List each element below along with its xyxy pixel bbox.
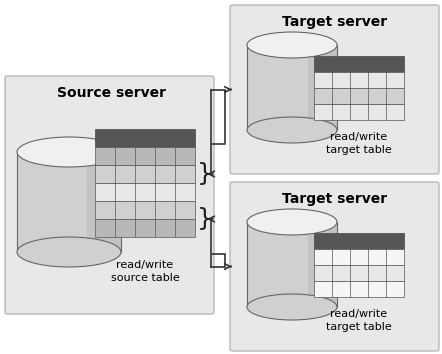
Ellipse shape	[17, 137, 121, 167]
Text: read/write
target table: read/write target table	[326, 309, 392, 332]
Text: }: }	[197, 162, 213, 186]
Bar	[314, 249, 404, 265]
Bar	[95, 201, 195, 219]
Bar	[314, 233, 404, 249]
Bar	[314, 281, 404, 297]
Bar	[314, 265, 404, 281]
Polygon shape	[247, 45, 337, 130]
FancyBboxPatch shape	[230, 5, 439, 174]
Polygon shape	[247, 222, 337, 307]
Text: }: }	[197, 207, 213, 231]
Text: read/write
target table: read/write target table	[326, 132, 392, 155]
Bar	[314, 104, 404, 120]
Ellipse shape	[17, 237, 121, 267]
Ellipse shape	[247, 117, 337, 143]
Polygon shape	[17, 152, 121, 252]
Polygon shape	[87, 152, 121, 252]
Text: Source server: Source server	[57, 86, 166, 100]
Ellipse shape	[247, 32, 337, 58]
Text: Target server: Target server	[282, 192, 387, 206]
Bar	[95, 147, 195, 165]
Bar	[314, 56, 404, 72]
Bar	[314, 72, 404, 88]
Text: Target server: Target server	[282, 15, 387, 29]
Bar	[95, 129, 195, 147]
Bar	[314, 88, 404, 104]
Bar	[95, 183, 195, 201]
FancyBboxPatch shape	[5, 76, 214, 314]
Ellipse shape	[247, 209, 337, 235]
FancyBboxPatch shape	[230, 182, 439, 351]
Bar	[95, 219, 195, 237]
Text: read/write
source table: read/write source table	[110, 260, 179, 283]
Bar	[95, 165, 195, 183]
Polygon shape	[308, 222, 337, 307]
Ellipse shape	[247, 294, 337, 320]
Polygon shape	[308, 45, 337, 130]
